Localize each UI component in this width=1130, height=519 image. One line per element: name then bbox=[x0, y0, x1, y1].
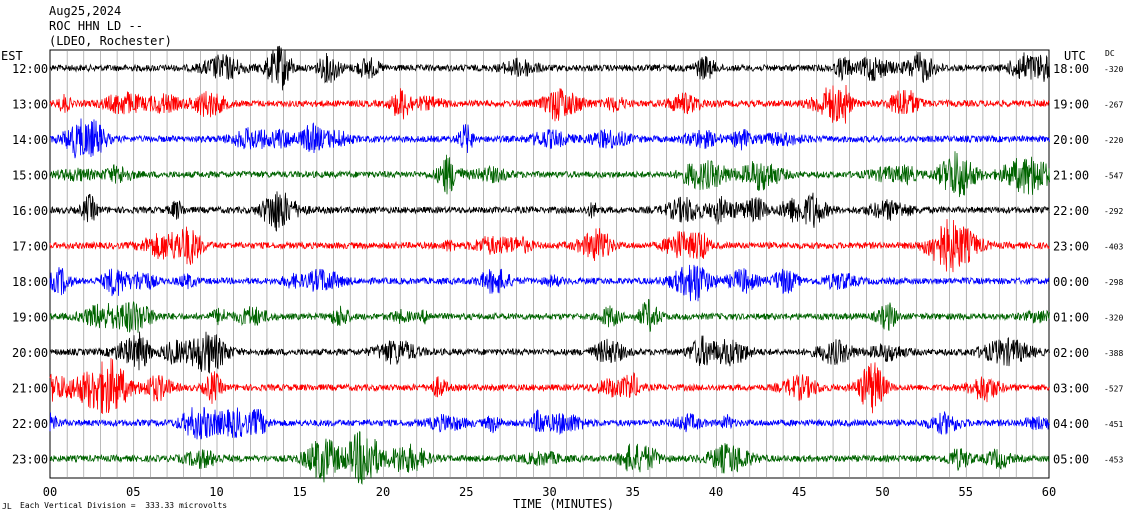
dc-offset-label: -298 bbox=[1104, 278, 1123, 287]
scale-note: Each Vertical Division = 333.33 microvol… bbox=[20, 501, 228, 510]
x-tick-label: 15 bbox=[293, 485, 307, 499]
dc-offset-label: -388 bbox=[1104, 349, 1123, 358]
est-tick-label: 16:00 bbox=[12, 204, 48, 218]
utc-tick-label: 18:00 bbox=[1053, 62, 1089, 76]
est-tick-label: 20:00 bbox=[12, 346, 48, 360]
dc-column-label: DC bbox=[1105, 49, 1115, 58]
dc-offset-label: -320 bbox=[1104, 314, 1123, 323]
trace-2300 bbox=[49, 431, 1050, 485]
trace-2000 bbox=[49, 331, 1050, 374]
dc-offset-label: -292 bbox=[1104, 207, 1123, 216]
trace-1900 bbox=[49, 298, 1050, 334]
est-tick-label: 23:00 bbox=[12, 453, 48, 467]
est-axis-label: EST bbox=[1, 49, 23, 63]
trace-1200 bbox=[49, 45, 1050, 91]
x-axis-label: TIME (MINUTES) bbox=[513, 497, 615, 511]
utc-tick-label: 02:00 bbox=[1053, 346, 1089, 360]
trace-1700 bbox=[49, 219, 1050, 273]
footer-mark: JL bbox=[2, 502, 12, 511]
date-label: Aug25,2024 bbox=[49, 4, 122, 18]
est-tick-label: 18:00 bbox=[12, 275, 48, 289]
row-labels: 12:00 18:00 -320 13:00 19:00 -267 14:00 20:00 -2… bbox=[12, 62, 1123, 467]
x-tick-label: 50 bbox=[875, 485, 889, 499]
utc-tick-label: 22:00 bbox=[1053, 204, 1089, 218]
utc-tick-label: 20:00 bbox=[1053, 133, 1089, 147]
dc-offset-label: -451 bbox=[1104, 420, 1123, 429]
station-label: ROC HHN LD -- bbox=[49, 19, 143, 33]
dc-offset-label: -320 bbox=[1104, 65, 1123, 74]
trace-1400 bbox=[49, 118, 1050, 159]
plot-grid bbox=[49, 49, 1050, 479]
trace-1500 bbox=[49, 151, 1050, 198]
seismic-traces bbox=[49, 45, 1050, 485]
x-tick-label: 10 bbox=[209, 485, 223, 499]
trace-1300 bbox=[49, 84, 1050, 124]
trace-1800 bbox=[49, 264, 1050, 302]
est-tick-label: 19:00 bbox=[12, 311, 48, 325]
dc-offset-label: -220 bbox=[1104, 136, 1123, 145]
utc-axis-label: UTC bbox=[1064, 49, 1086, 63]
trace-1600 bbox=[49, 191, 1050, 232]
est-tick-label: 12:00 bbox=[12, 62, 48, 76]
dc-offset-label: -453 bbox=[1104, 456, 1123, 465]
utc-tick-label: 23:00 bbox=[1053, 240, 1089, 254]
utc-tick-label: 05:00 bbox=[1053, 453, 1089, 467]
x-tick-label: 00 bbox=[43, 485, 57, 499]
est-tick-label: 15:00 bbox=[12, 169, 48, 183]
utc-tick-label: 19:00 bbox=[1053, 98, 1089, 112]
trace-2100 bbox=[49, 358, 1050, 414]
x-tick-label: 55 bbox=[959, 485, 973, 499]
x-tick-label: 20 bbox=[376, 485, 390, 499]
est-tick-label: 22:00 bbox=[12, 417, 48, 431]
x-tick-label: 30 bbox=[542, 485, 556, 499]
utc-tick-label: 03:00 bbox=[1053, 382, 1089, 396]
x-axis-ticks: 00 05 10 15 20 25 30 35 40 45 50 55 60 bbox=[43, 485, 1056, 499]
x-tick-label: 25 bbox=[459, 485, 473, 499]
plot-frame bbox=[49, 49, 1050, 479]
est-tick-label: 14:00 bbox=[12, 133, 48, 147]
est-tick-label: 13:00 bbox=[12, 98, 48, 112]
x-tick-label: 45 bbox=[792, 485, 806, 499]
dc-offset-label: -267 bbox=[1104, 101, 1123, 110]
est-tick-label: 21:00 bbox=[12, 382, 48, 396]
dc-offset-label: -403 bbox=[1104, 243, 1123, 252]
x-tick-label: 05 bbox=[126, 485, 140, 499]
trace-2200 bbox=[49, 406, 1050, 440]
dc-offset-label: -527 bbox=[1104, 385, 1123, 394]
utc-tick-label: 21:00 bbox=[1053, 169, 1089, 183]
utc-tick-label: 00:00 bbox=[1053, 275, 1089, 289]
x-tick-label: 40 bbox=[709, 485, 723, 499]
x-tick-label: 60 bbox=[1042, 485, 1056, 499]
network-label: (LDEO, Rochester) bbox=[49, 34, 172, 48]
x-tick-label: 35 bbox=[626, 485, 640, 499]
est-tick-label: 17:00 bbox=[12, 240, 48, 254]
utc-tick-label: 04:00 bbox=[1053, 417, 1089, 431]
utc-tick-label: 01:00 bbox=[1053, 311, 1089, 325]
dc-offset-label: -547 bbox=[1104, 172, 1123, 181]
